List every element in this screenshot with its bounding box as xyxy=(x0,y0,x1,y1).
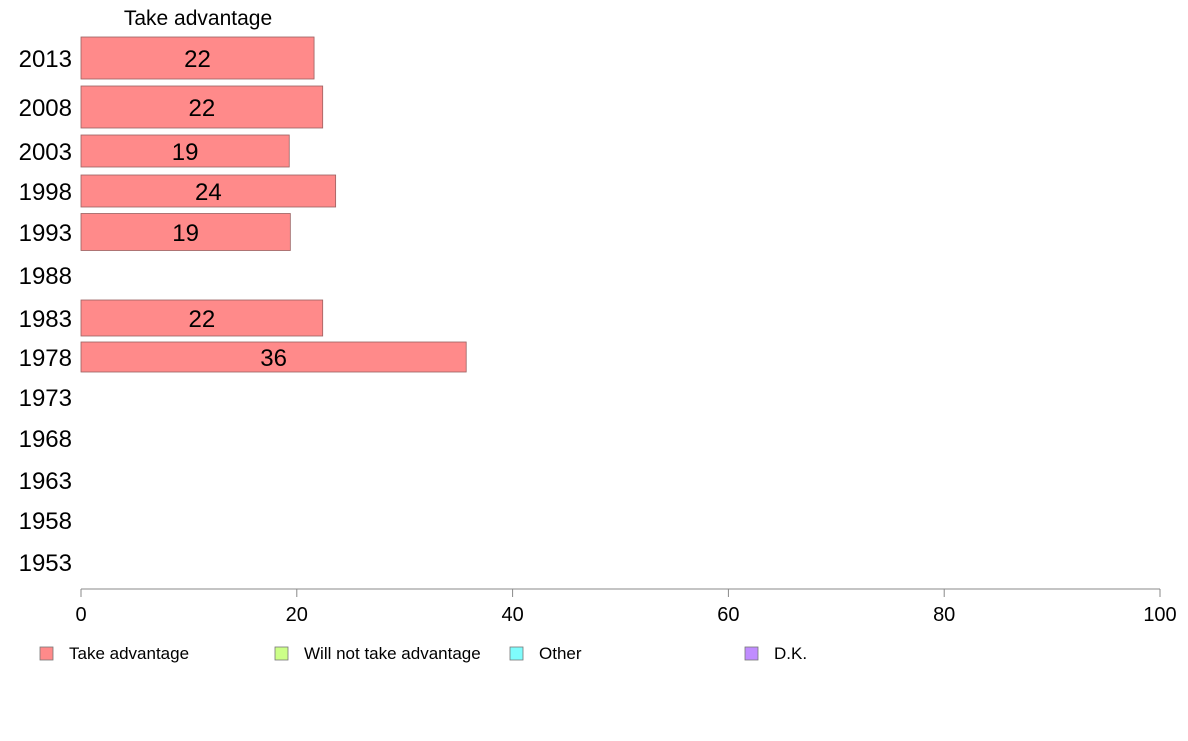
y-tick-label-1973: 1973 xyxy=(19,385,72,412)
y-tick-label-1958: 1958 xyxy=(19,508,72,535)
bar-1993 xyxy=(80,213,291,251)
chart-title: Take advantage xyxy=(124,7,272,30)
bar-value-label-2003: 19 xyxy=(172,139,199,166)
bar-value-label-1993: 19 xyxy=(172,220,199,247)
y-tick-label-1963: 1963 xyxy=(19,468,72,495)
x-tick-label-100: 100 xyxy=(1143,604,1176,626)
y-tick-label-1953: 1953 xyxy=(19,550,72,577)
legend-label-2: Other xyxy=(539,644,582,663)
x-tick-label-40: 40 xyxy=(501,604,523,626)
y-tick-label-1968: 1968 xyxy=(19,426,72,453)
y-tick-label-1978: 1978 xyxy=(19,345,72,372)
x-tick-label-20: 20 xyxy=(286,604,308,626)
y-tick-label-1983: 1983 xyxy=(19,306,72,333)
legend: Take advantage Will not take advantage Oth… xyxy=(39,644,807,663)
legend-swatch-2 xyxy=(509,646,524,661)
x-tick-label-60: 60 xyxy=(717,604,739,626)
bar-1998 xyxy=(80,174,337,208)
bar-value-label-2008: 22 xyxy=(188,95,215,122)
legend-label-1: Will not take advantage xyxy=(304,644,481,663)
x-tick-label-0: 0 xyxy=(75,604,86,626)
bar-2013 xyxy=(80,36,315,80)
bar-2008 xyxy=(80,85,324,129)
bar-1983 xyxy=(80,299,324,337)
bar-2003 xyxy=(80,134,290,168)
legend-swatch-0 xyxy=(39,646,54,661)
y-axis-labels: 2013 2008 2003 1998 1993 1988 1983 1978 1973 1968… xyxy=(19,46,72,577)
y-tick-label-2013: 2013 xyxy=(19,46,72,73)
y-tick-label-1988: 1988 xyxy=(19,263,72,290)
bar-value-label-1983: 22 xyxy=(188,306,215,333)
y-tick-label-2003: 2003 xyxy=(19,139,72,166)
y-tick-label-1993: 1993 xyxy=(19,220,72,247)
y-tick-label-1998: 1998 xyxy=(19,179,72,206)
bar-value-label-1978: 36 xyxy=(260,345,287,372)
bar-value-label-1998: 24 xyxy=(195,179,222,206)
legend-label-3: D.K. xyxy=(774,644,807,663)
legend-swatch-3 xyxy=(744,646,759,661)
bars-layer: 22 22 19 24 19 22 36 xyxy=(80,36,467,373)
x-axis: 0 20 40 60 80 100 xyxy=(75,588,1177,626)
legend-label-0: Take advantage xyxy=(69,644,189,663)
legend-swatch-1 xyxy=(274,646,289,661)
bar-1978 xyxy=(80,341,467,373)
x-tick-label-80: 80 xyxy=(933,604,955,626)
bar-value-label-2013: 22 xyxy=(184,46,211,73)
y-tick-label-2008: 2008 xyxy=(19,95,72,122)
